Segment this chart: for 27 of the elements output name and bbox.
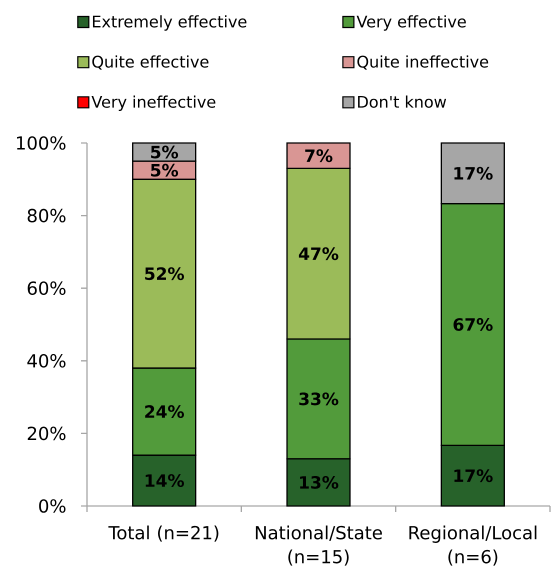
data-label: 33% [299, 392, 338, 406]
y-tick-label: 20% [28, 426, 66, 440]
data-label: 47% [298, 247, 338, 260]
x-tick-label: National/State (n=15) [256, 526, 382, 566]
legend-label: Don't know [358, 96, 446, 108]
y-tick-label: 80% [28, 208, 66, 222]
legend-label: Very ineffective [92, 96, 216, 111]
legend-label: Quite ineffective [357, 55, 488, 70]
data-label: 52% [145, 267, 184, 280]
data-label: 24% [145, 405, 184, 418]
x-tick-label: Total (n=21) [108, 526, 218, 542]
data-label: 17% [454, 166, 493, 180]
legend-label: Very effective [356, 15, 466, 31]
data-label: 7% [305, 149, 332, 162]
data-label: 5% [151, 146, 178, 158]
y-tick-label: 0% [39, 499, 66, 513]
data-label: 13% [300, 476, 338, 489]
y-tick-label: 100% [17, 136, 66, 150]
legend-label: Extremely effective [92, 15, 246, 31]
data-label: 67% [454, 318, 493, 331]
legend-label: Quite effective [92, 55, 208, 70]
x-tick-label: Regional/Local (n=6) [409, 526, 536, 566]
data-label: 17% [454, 469, 493, 482]
data-label: 14% [146, 474, 184, 488]
data-label: 5% [151, 164, 178, 177]
y-tick-label: 40% [27, 354, 66, 368]
y-tick-label: 60% [28, 281, 66, 295]
